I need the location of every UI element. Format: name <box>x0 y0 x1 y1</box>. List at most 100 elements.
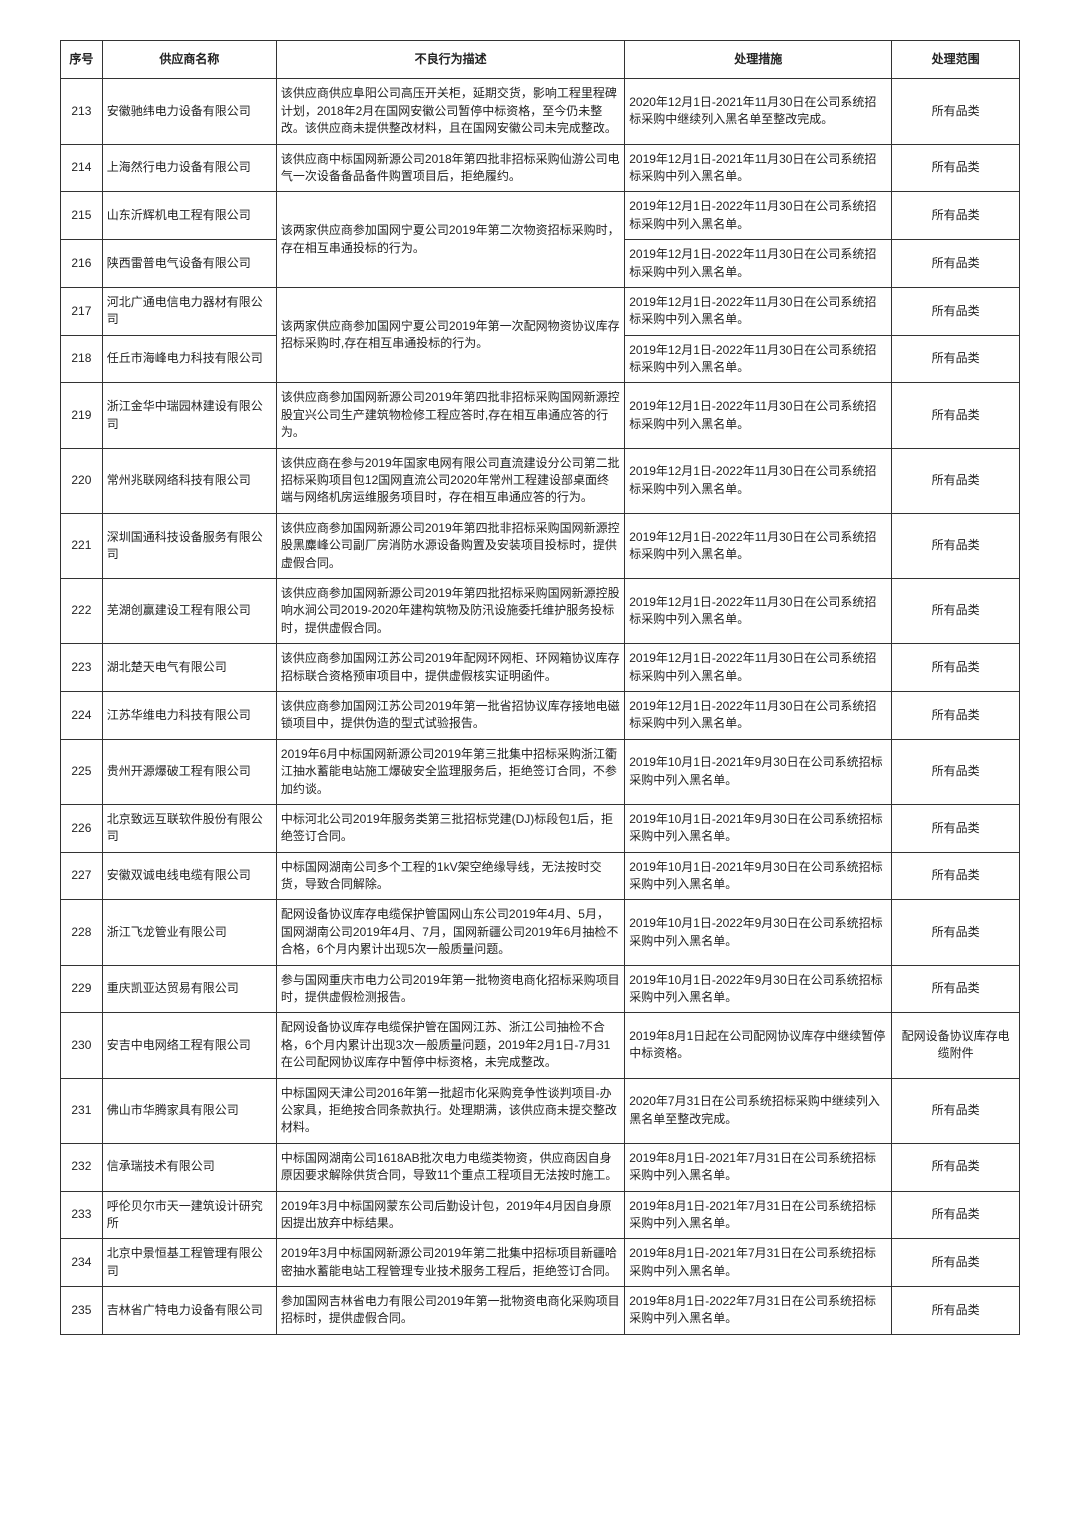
cell-supplier: 重庆凯亚达贸易有限公司 <box>102 965 276 1013</box>
table-row: 219浙江金华中瑞园林建设有限公司该供应商参加国网新源公司2019年第四批非招标… <box>61 383 1020 448</box>
cell-supplier: 吉林省广特电力设备有限公司 <box>102 1287 276 1335</box>
cell-supplier: 深圳国通科技设备服务有限公司 <box>102 513 276 578</box>
header-seq: 序号 <box>61 41 103 79</box>
table-row: 232信承瑞技术有限公司中标国网湖南公司1618AB批次电力电缆类物资，供应商因… <box>61 1143 1020 1191</box>
table-row: 228浙江飞龙管业有限公司配网设备协议库存电缆保护管国网山东公司2019年4月、… <box>61 900 1020 965</box>
cell-action: 2019年8月1日起在公司配网协议库存中继续暂停中标资格。 <box>625 1013 892 1078</box>
cell-desc: 配网设备协议库存电缆保护管国网山东公司2019年4月、5月，国网湖南公司2019… <box>276 900 624 965</box>
cell-action: 2019年12月1日-2022年11月30日在公司系统招标采购中列入黑名单。 <box>625 644 892 692</box>
cell-scope: 所有品类 <box>892 739 1020 804</box>
cell-action: 2020年7月31日在公司系统招标采购中继续列入黑名单至整改完成。 <box>625 1078 892 1143</box>
cell-supplier: 安徽驰纬电力设备有限公司 <box>102 79 276 144</box>
cell-seq: 217 <box>61 287 103 335</box>
cell-seq: 231 <box>61 1078 103 1143</box>
table-header-row: 序号 供应商名称 不良行为描述 处理措施 处理范围 <box>61 41 1020 79</box>
cell-scope: 所有品类 <box>892 448 1020 513</box>
cell-seq: 220 <box>61 448 103 513</box>
cell-supplier: 芜湖创赢建设工程有限公司 <box>102 578 276 643</box>
cell-scope: 所有品类 <box>892 513 1020 578</box>
table-row: 220常州兆联网络科技有限公司该供应商在参与2019年国家电网有限公司直流建设分… <box>61 448 1020 513</box>
table-row: 217河北广通电信电力器材有限公司该两家供应商参加国网宁夏公司2019年第一次配… <box>61 287 1020 335</box>
cell-desc: 该供应商参加国网江苏公司2019年第一批省招协议库存接地电磁锁项目中，提供伪造的… <box>276 691 624 739</box>
cell-supplier: 贵州开源爆破工程有限公司 <box>102 739 276 804</box>
table-row: 223湖北楚天电气有限公司该供应商参加国网江苏公司2019年配网环网柜、环网箱协… <box>61 644 1020 692</box>
cell-seq: 234 <box>61 1239 103 1287</box>
blacklist-table: 序号 供应商名称 不良行为描述 处理措施 处理范围 213安徽驰纬电力设备有限公… <box>60 40 1020 1335</box>
cell-desc-merged: 该两家供应商参加国网宁夏公司2019年第二次物资招标采购时，存在相互串通投标的行… <box>276 192 624 288</box>
cell-seq: 222 <box>61 578 103 643</box>
cell-supplier: 江苏华维电力科技有限公司 <box>102 691 276 739</box>
cell-seq: 214 <box>61 144 103 192</box>
cell-seq: 223 <box>61 644 103 692</box>
cell-desc: 该供应商参加国网新源公司2019年第四批招标采购国网新源控股响水涧公司2019-… <box>276 578 624 643</box>
cell-action: 2019年12月1日-2022年11月30日在公司系统招标采购中列入黑名单。 <box>625 448 892 513</box>
cell-scope: 所有品类 <box>892 804 1020 852</box>
cell-scope: 所有品类 <box>892 965 1020 1013</box>
cell-scope: 所有品类 <box>892 335 1020 383</box>
cell-desc: 中标国网天津公司2016年第一批超市化采购竞争性谈判项目-办公家具，拒绝按合同条… <box>276 1078 624 1143</box>
cell-action: 2019年8月1日-2021年7月31日在公司系统招标采购中列入黑名单。 <box>625 1143 892 1191</box>
table-row: 215山东沂辉机电工程有限公司该两家供应商参加国网宁夏公司2019年第二次物资招… <box>61 192 1020 240</box>
cell-seq: 226 <box>61 804 103 852</box>
cell-action: 2020年12月1日-2021年11月30日在公司系统招标采购中继续列入黑名单至… <box>625 79 892 144</box>
cell-scope: 所有品类 <box>892 691 1020 739</box>
cell-supplier: 安吉中电网络工程有限公司 <box>102 1013 276 1078</box>
cell-supplier: 北京致远互联软件股份有限公司 <box>102 804 276 852</box>
cell-seq: 218 <box>61 335 103 383</box>
cell-scope: 所有品类 <box>892 240 1020 288</box>
cell-desc: 该供应商在参与2019年国家电网有限公司直流建设分公司第二批招标采购项目包12国… <box>276 448 624 513</box>
cell-action: 2019年10月1日-2021年9月30日在公司系统招标采购中列入黑名单。 <box>625 804 892 852</box>
cell-desc: 中标国网湖南公司1618AB批次电力电缆类物资，供应商因自身原因要求解除供货合同… <box>276 1143 624 1191</box>
cell-seq: 224 <box>61 691 103 739</box>
cell-supplier: 湖北楚天电气有限公司 <box>102 644 276 692</box>
table-row: 226北京致远互联软件股份有限公司中标河北公司2019年服务类第三批招标党建(D… <box>61 804 1020 852</box>
header-desc: 不良行为描述 <box>276 41 624 79</box>
cell-action: 2019年10月1日-2022年9月30日在公司系统招标采购中列入黑名单。 <box>625 965 892 1013</box>
cell-action: 2019年12月1日-2022年11月30日在公司系统招标采购中列入黑名单。 <box>625 240 892 288</box>
cell-supplier: 常州兆联网络科技有限公司 <box>102 448 276 513</box>
cell-seq: 227 <box>61 852 103 900</box>
cell-scope: 所有品类 <box>892 852 1020 900</box>
cell-supplier: 任丘市海峰电力科技有限公司 <box>102 335 276 383</box>
table-row: 231佛山市华腾家具有限公司中标国网天津公司2016年第一批超市化采购竞争性谈判… <box>61 1078 1020 1143</box>
cell-seq: 213 <box>61 79 103 144</box>
cell-scope: 所有品类 <box>892 287 1020 335</box>
cell-action: 2019年12月1日-2022年11月30日在公司系统招标采购中列入黑名单。 <box>625 513 892 578</box>
cell-desc: 该供应商中标国网新源公司2018年第四批非招标采购仙游公司电气一次设备备品备件购… <box>276 144 624 192</box>
cell-supplier: 河北广通电信电力器材有限公司 <box>102 287 276 335</box>
table-row: 234北京中景恒基工程管理有限公司2019年3月中标国网新源公司2019年第二批… <box>61 1239 1020 1287</box>
cell-seq: 230 <box>61 1013 103 1078</box>
table-row: 214上海然行电力设备有限公司该供应商中标国网新源公司2018年第四批非招标采购… <box>61 144 1020 192</box>
cell-scope: 所有品类 <box>892 383 1020 448</box>
cell-action: 2019年12月1日-2021年11月30日在公司系统招标采购中列入黑名单。 <box>625 144 892 192</box>
cell-scope: 所有品类 <box>892 900 1020 965</box>
cell-action: 2019年12月1日-2022年11月30日在公司系统招标采购中列入黑名单。 <box>625 383 892 448</box>
cell-action: 2019年8月1日-2021年7月31日在公司系统招标采购中列入黑名单。 <box>625 1239 892 1287</box>
cell-scope: 所有品类 <box>892 578 1020 643</box>
cell-scope: 所有品类 <box>892 192 1020 240</box>
cell-desc: 参加国网吉林省电力有限公司2019年第一批物资电商化采购项目招标时，提供虚假合同… <box>276 1287 624 1335</box>
table-row: 225贵州开源爆破工程有限公司2019年6月中标国网新源公司2019年第三批集中… <box>61 739 1020 804</box>
cell-supplier: 浙江飞龙管业有限公司 <box>102 900 276 965</box>
cell-scope: 所有品类 <box>892 144 1020 192</box>
cell-action: 2019年12月1日-2022年11月30日在公司系统招标采购中列入黑名单。 <box>625 578 892 643</box>
table-row: 213安徽驰纬电力设备有限公司该供应商供应阜阳公司高压开关柜，延期交货，影响工程… <box>61 79 1020 144</box>
cell-desc: 2019年3月中标国网新源公司2019年第二批集中招标项目新疆哈密抽水蓄能电站工… <box>276 1239 624 1287</box>
header-action: 处理措施 <box>625 41 892 79</box>
cell-scope: 所有品类 <box>892 1239 1020 1287</box>
header-supplier: 供应商名称 <box>102 41 276 79</box>
cell-seq: 232 <box>61 1143 103 1191</box>
cell-action: 2019年12月1日-2022年11月30日在公司系统招标采购中列入黑名单。 <box>625 192 892 240</box>
cell-supplier: 安徽双诚电线电缆有限公司 <box>102 852 276 900</box>
cell-supplier: 信承瑞技术有限公司 <box>102 1143 276 1191</box>
table-row: 221深圳国通科技设备服务有限公司该供应商参加国网新源公司2019年第四批非招标… <box>61 513 1020 578</box>
cell-seq: 216 <box>61 240 103 288</box>
cell-scope: 所有品类 <box>892 1287 1020 1335</box>
cell-scope: 所有品类 <box>892 1078 1020 1143</box>
cell-supplier: 北京中景恒基工程管理有限公司 <box>102 1239 276 1287</box>
table-row: 230安吉中电网络工程有限公司配网设备协议库存电缆保护管在国网江苏、浙江公司抽检… <box>61 1013 1020 1078</box>
cell-supplier: 佛山市华腾家具有限公司 <box>102 1078 276 1143</box>
cell-action: 2019年8月1日-2021年7月31日在公司系统招标采购中列入黑名单。 <box>625 1191 892 1239</box>
cell-desc: 中标国网湖南公司多个工程的1kV架空绝缘导线，无法按时交货，导致合同解除。 <box>276 852 624 900</box>
cell-desc: 该供应商参加国网新源公司2019年第四批非招标采购国网新源控股黑麋峰公司副厂房消… <box>276 513 624 578</box>
